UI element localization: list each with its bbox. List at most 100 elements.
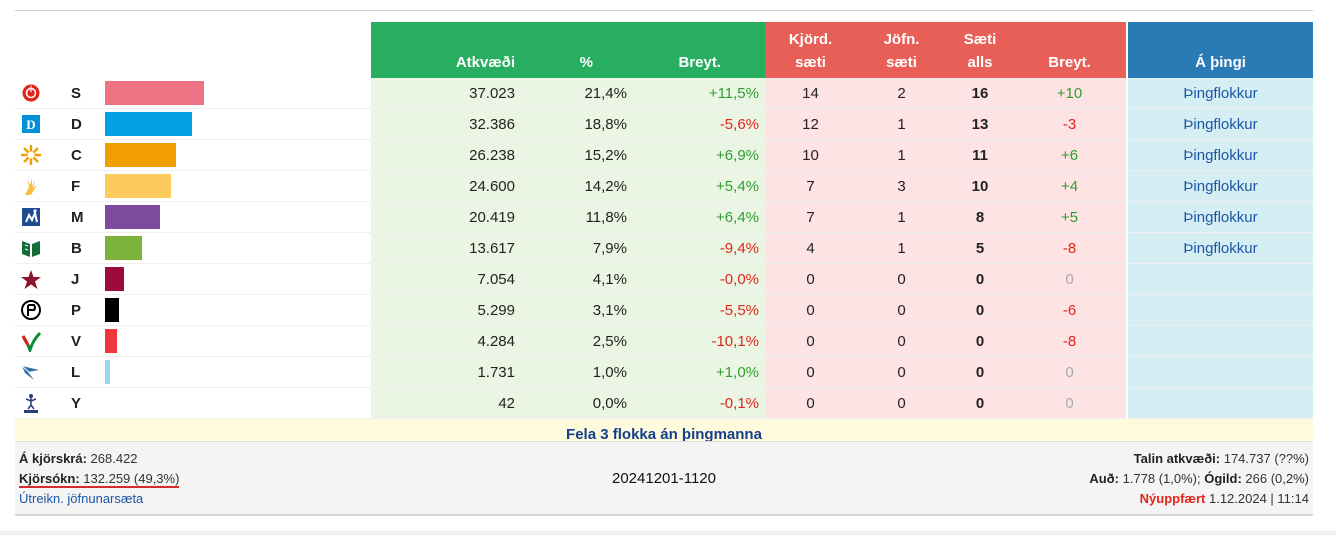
parliament-group-cell[interactable]: Þingflokkur <box>1126 232 1313 264</box>
leveling-seats-link[interactable]: Útreikn. jöfnunarsæta <box>19 491 144 506</box>
total-seats-cell: 11 <box>947 139 1013 171</box>
vote-bar <box>105 143 176 167</box>
vote-bar-cell <box>105 78 371 109</box>
party-row[interactable]: S 37.023 21,4% +11,5% 14 2 16 +10 Þingflokkur <box>15 78 1313 109</box>
constituency-seats-cell: 7 <box>765 170 856 202</box>
seat-change-cell: +4 <box>1013 170 1127 202</box>
constituency-seats-cell: 12 <box>765 108 856 140</box>
vote-bar <box>105 267 124 291</box>
seat-change-cell: -8 <box>1013 325 1127 357</box>
party-row[interactable]: L 1.731 1,0% +1,0% 0 0 0 0 <box>15 356 1313 388</box>
party-letter: S <box>67 78 105 109</box>
party-row[interactable]: F 24.600 14,2% +5,4% 7 3 10 +4 Þingflokkur <box>15 170 1313 202</box>
party-row[interactable]: P 5.299 3,1% -5,5% 0 0 0 -6 <box>15 294 1313 326</box>
party-letter: D <box>67 108 105 140</box>
header-change[interactable]: Breyt. <box>633 22 765 78</box>
change-cell: +6,9% <box>633 139 765 171</box>
leveling-seats-cell: 0 <box>856 325 947 357</box>
party-logo <box>15 294 67 326</box>
party-letter: L <box>67 356 105 388</box>
header-percent[interactable]: % <box>521 22 633 78</box>
header-total-seats[interactable]: Sæti alls <box>947 22 1013 78</box>
total-seats-cell: 0 <box>947 387 1013 419</box>
rose-icon <box>15 82 67 104</box>
party-row[interactable]: Y 42 0,0% -0,1% 0 0 0 0 <box>15 387 1313 419</box>
invalid-label: Ógild: <box>1204 471 1242 486</box>
change-cell: +6,4% <box>633 201 765 233</box>
vote-bar-cell <box>105 325 371 357</box>
constituency-seats-cell: 0 <box>765 387 856 419</box>
change-cell: -0,0% <box>633 263 765 295</box>
vote-bar-cell <box>105 356 371 388</box>
votes-cell: 1.731 <box>371 356 521 388</box>
top-divider <box>15 10 1313 11</box>
change-cell: +5,4% <box>633 170 765 202</box>
party-letter: M <box>67 201 105 233</box>
votes-cell: 7.054 <box>371 263 521 295</box>
counted-label: Talin atkvæði: <box>1133 451 1221 466</box>
party-logo <box>15 78 67 109</box>
party-row[interactable]: C 26.238 15,2% +6,9% 10 1 11 +6 Þingflokkur <box>15 139 1313 171</box>
total-seats-cell: 10 <box>947 170 1013 202</box>
header-leveling-seats[interactable]: Jöfn. sæti <box>856 22 947 78</box>
bottom-divider <box>0 531 1336 535</box>
vote-bar-cell <box>105 201 371 233</box>
total-seats-cell: 0 <box>947 294 1013 326</box>
percent-cell: 15,2% <box>521 139 633 171</box>
leveling-seats-cell: 0 <box>856 356 947 388</box>
votes-cell: 32.386 <box>371 108 521 140</box>
blank-value: 1.778 (1,0%); <box>1122 471 1201 486</box>
party-row[interactable]: D D 32.386 18,8% -5,6% 12 1 13 -3 Þingflokkur <box>15 108 1313 140</box>
percent-cell: 1,0% <box>521 356 633 388</box>
parliament-group-cell[interactable]: Þingflokkur <box>1126 170 1313 202</box>
book-icon <box>15 237 67 259</box>
vote-bar-cell <box>105 139 371 171</box>
leveling-seats-cell: 0 <box>856 387 947 419</box>
parliament-group-cell[interactable]: Þingflokkur <box>1126 139 1313 171</box>
results-table: Atkvæði % Breyt. Kjörd. sæti Jöfn. sæti Sæ… <box>15 22 1313 450</box>
party-logo <box>15 170 67 202</box>
header-row: Atkvæði % Breyt. Kjörd. sæti Jöfn. sæti Sæ… <box>15 22 1313 78</box>
header-constituency-seats[interactable]: Kjörd. sæti <box>765 22 856 78</box>
parliament-group-cell <box>1126 356 1313 388</box>
sun-icon <box>15 144 67 166</box>
party-row[interactable]: J 7.054 4,1% -0,0% 0 0 0 0 <box>15 263 1313 295</box>
party-letter: F <box>67 170 105 202</box>
percent-cell: 0,0% <box>521 387 633 419</box>
footer-left: Á kjörskrá: 268.422 Kjörsókn: 132.259 (4… <box>19 449 180 509</box>
total-seats-cell: 0 <box>947 356 1013 388</box>
vote-bar <box>105 360 110 384</box>
seat-change-cell: 0 <box>1013 356 1127 388</box>
footer-panel: Á kjörskrá: 268.422 Kjörsókn: 132.259 (4… <box>15 441 1313 516</box>
star-figure-icon <box>15 268 67 290</box>
votes-cell: 26.238 <box>371 139 521 171</box>
party-row[interactable]: B 13.617 7,9% -9,4% 4 1 5 -8 Þingflokkur <box>15 232 1313 264</box>
leveling-seats-cell: 0 <box>856 294 947 326</box>
parliament-group-cell[interactable]: Þingflokkur <box>1126 78 1313 109</box>
header-in-parliament[interactable]: Á þingi <box>1126 22 1313 78</box>
total-seats-cell: 0 <box>947 263 1013 295</box>
votes-cell: 24.600 <box>371 170 521 202</box>
header-votes[interactable]: Atkvæði <box>371 22 521 78</box>
parliament-group-cell[interactable]: Þingflokkur <box>1126 201 1313 233</box>
change-cell: +11,5% <box>633 78 765 109</box>
percent-cell: 4,1% <box>521 263 633 295</box>
percent-cell: 14,2% <box>521 170 633 202</box>
party-row[interactable]: V 4.284 2,5% -10,1% 0 0 0 -8 <box>15 325 1313 357</box>
party-row[interactable]: M 20.419 11,8% +6,4% 7 1 8 +5 Þingflokkur <box>15 201 1313 233</box>
turnout-value: 132.259 (49,3%) <box>83 471 180 486</box>
svg-text:D: D <box>26 117 35 132</box>
vote-bar <box>105 205 160 229</box>
constituency-seats-cell: 0 <box>765 263 856 295</box>
votes-cell: 42 <box>371 387 521 419</box>
party-logo <box>15 387 67 419</box>
header-seat-change[interactable]: Breyt. <box>1013 22 1127 78</box>
party-logo <box>15 139 67 171</box>
blank-label: Auð: <box>1089 471 1119 486</box>
party-letter: C <box>67 139 105 171</box>
seat-change-cell: 0 <box>1013 263 1127 295</box>
bird-icon <box>15 361 67 383</box>
vote-bar-cell <box>105 263 371 295</box>
updated-value: 1.12.2024 | 11:14 <box>1208 491 1309 506</box>
parliament-group-cell[interactable]: Þingflokkur <box>1126 108 1313 140</box>
